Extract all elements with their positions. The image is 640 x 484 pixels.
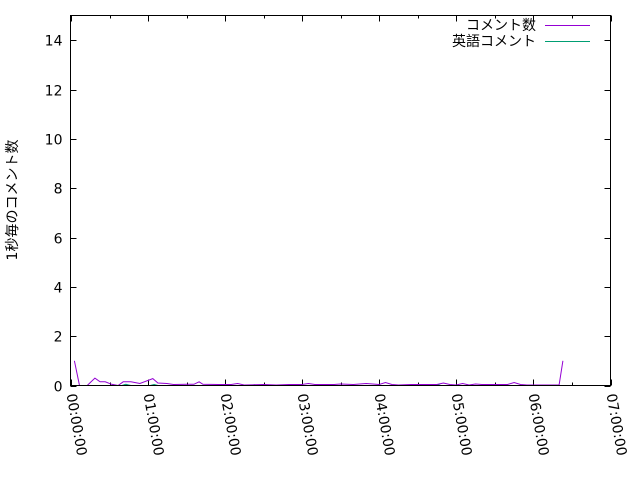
x-tick-label: 02:00:00 [217, 392, 244, 457]
x-tick-label: 05:00:00 [448, 392, 475, 457]
x-tick-label: 00:00:00 [63, 392, 90, 457]
series-line-0 [73, 360, 564, 387]
y-axis: 0 2 4 6 8 10 12 14 [45, 34, 611, 396]
y-tick-label: 0 [54, 380, 63, 396]
plot-lines [73, 360, 564, 387]
legend-label-english: 英語コメント [452, 33, 536, 50]
x-tick-label: 01:00:00 [140, 392, 167, 457]
y-tick-label: 8 [54, 182, 63, 198]
x-tick-label: 07:00:00 [603, 392, 630, 457]
legend: コメント数 英語コメント [452, 18, 590, 50]
x-tick-label: 04:00:00 [371, 392, 398, 457]
y-tick-label: 6 [54, 232, 63, 248]
legend-label-comments: コメント数 [466, 18, 536, 34]
y-tick-label: 2 [54, 330, 63, 346]
x-tick-label: 03:00:00 [294, 392, 321, 457]
y-axis-label: 1秒毎のコメント数 [5, 140, 21, 261]
y-tick-label: 10 [45, 133, 63, 149]
y-tick-label: 14 [45, 34, 63, 50]
x-axis: 00:00:00 01:00:00 02:00:00 03:00:00 04:00:00… [63, 15, 630, 457]
x-tick-label: 06:00:00 [525, 392, 552, 457]
plot-border [70, 15, 611, 386]
y-tick-label: 12 [45, 84, 63, 100]
y-tick-label: 4 [54, 281, 63, 297]
